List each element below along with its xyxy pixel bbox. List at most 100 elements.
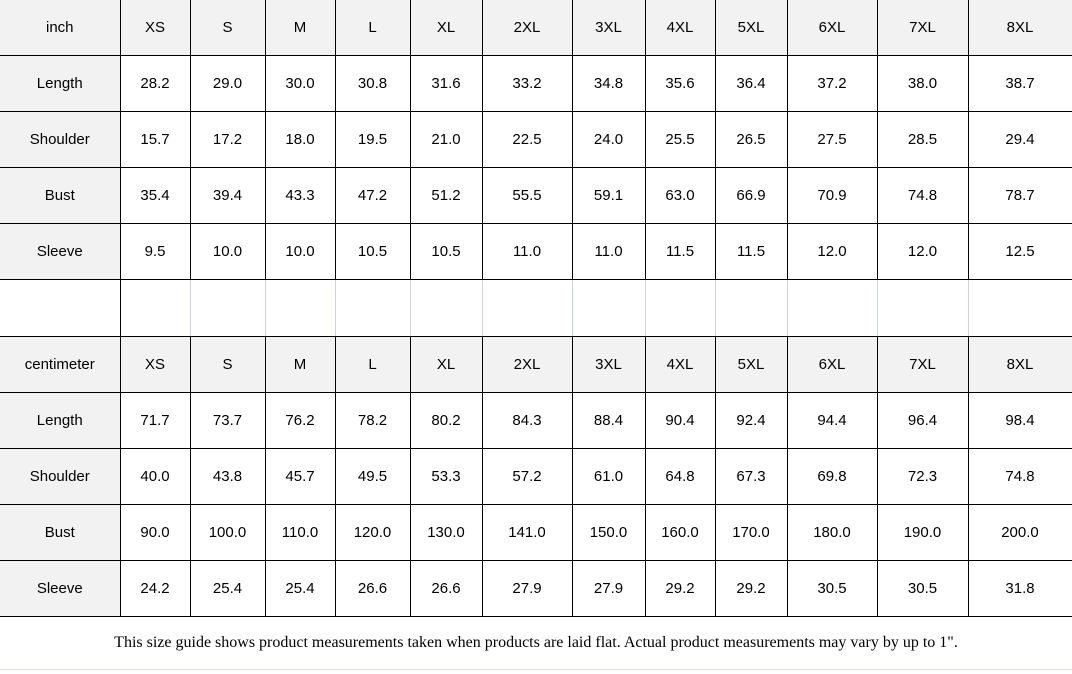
measurement-cell: 94.4 — [786, 392, 878, 449]
size-column-header: 5XL — [714, 336, 788, 393]
measurement-cell: 80.2 — [409, 392, 483, 449]
measurement-cell: 67.3 — [714, 448, 788, 505]
measurement-cell: 180.0 — [786, 504, 878, 561]
measurement-cell: 18.0 — [264, 111, 336, 168]
size-column-header: S — [189, 336, 266, 393]
row-label: Bust — [0, 167, 121, 224]
measurement-cell: 61.0 — [571, 448, 646, 505]
size-column-header: 6XL — [786, 0, 878, 56]
measurement-cell: 59.1 — [571, 167, 646, 224]
measurement-cell: 26.6 — [409, 560, 483, 617]
measurement-cell: 150.0 — [571, 504, 646, 561]
row-label: Length — [0, 392, 121, 449]
unit-header-row: inch XS S M L XL 2XL 3XL 4XL 5XL 6XL 7XL 8XL — [0, 0, 1072, 56]
size-guide-table: inch XS S M L XL 2XL 3XL 4XL 5XL 6XL 7XL 8XL Length 28… — [0, 0, 1072, 617]
measurement-cell: 17.2 — [189, 111, 266, 168]
measurement-cell: 200.0 — [967, 504, 1072, 561]
size-column-header: 8XL — [967, 336, 1072, 393]
size-column-header: 3XL — [571, 336, 646, 393]
measurement-cell: 9.5 — [119, 223, 191, 280]
measurement-cell: 100.0 — [189, 504, 266, 561]
measurement-cell: 30.5 — [786, 560, 878, 617]
measurement-cell: 10.5 — [334, 223, 411, 280]
size-column-header: 2XL — [481, 336, 573, 393]
measurement-cell: 34.8 — [571, 55, 646, 112]
measurement-cell: 64.8 — [644, 448, 716, 505]
measurement-cell: 72.3 — [876, 448, 969, 505]
measurement-cell: 19.5 — [334, 111, 411, 168]
measurement-cell: 74.8 — [967, 448, 1072, 505]
spacer-cell — [876, 279, 969, 337]
measurement-cell: 40.0 — [119, 448, 191, 505]
size-column-header: XS — [119, 336, 191, 393]
measurement-row: Shoulder 40.0 43.8 45.7 49.5 53.3 57.2 61.0 64.8… — [0, 448, 1072, 505]
spacer-cell — [409, 279, 483, 337]
spacer-cell — [481, 279, 573, 337]
measurement-cell: 24.0 — [571, 111, 646, 168]
spacer-cell — [264, 279, 336, 337]
footer-note-text: This size guide shows product measuremen… — [114, 634, 958, 651]
measurement-cell: 190.0 — [876, 504, 969, 561]
unit-label: inch — [0, 0, 121, 56]
size-column-header: 6XL — [786, 336, 878, 393]
measurement-cell: 96.4 — [876, 392, 969, 449]
spacer-cell — [334, 279, 411, 337]
measurement-row: Length 28.2 29.0 30.0 30.8 31.6 33.2 34.8 35.6 36… — [0, 55, 1072, 112]
measurement-cell: 76.2 — [264, 392, 336, 449]
measurement-cell: 51.2 — [409, 167, 483, 224]
measurement-cell: 10.5 — [409, 223, 483, 280]
measurement-cell: 38.7 — [967, 55, 1072, 112]
row-label: Shoulder — [0, 111, 121, 168]
size-column-header: XL — [409, 336, 483, 393]
measurement-cell: 25.4 — [264, 560, 336, 617]
row-label: Sleeve — [0, 560, 121, 617]
measurement-cell: 55.5 — [481, 167, 573, 224]
measurement-cell: 25.4 — [189, 560, 266, 617]
measurement-cell: 10.0 — [189, 223, 266, 280]
footer-note: This size guide shows product measuremen… — [0, 617, 1072, 670]
measurement-cell: 36.4 — [714, 55, 788, 112]
measurement-cell: 110.0 — [264, 504, 336, 561]
measurement-cell: 43.3 — [264, 167, 336, 224]
row-label: Length — [0, 55, 121, 112]
measurement-cell: 27.5 — [786, 111, 878, 168]
measurement-cell: 11.5 — [644, 223, 716, 280]
measurement-cell: 141.0 — [481, 504, 573, 561]
measurement-cell: 71.7 — [119, 392, 191, 449]
measurement-cell: 66.9 — [714, 167, 788, 224]
measurement-cell: 12.5 — [967, 223, 1072, 280]
measurement-cell: 27.9 — [481, 560, 573, 617]
measurement-cell: 43.8 — [189, 448, 266, 505]
measurement-cell: 11.0 — [571, 223, 646, 280]
measurement-cell: 78.7 — [967, 167, 1072, 224]
measurement-cell: 12.0 — [786, 223, 878, 280]
size-column-header: 2XL — [481, 0, 573, 56]
measurement-cell: 31.8 — [967, 560, 1072, 617]
size-column-header: M — [264, 0, 336, 56]
measurement-cell: 28.2 — [119, 55, 191, 112]
measurement-cell: 37.2 — [786, 55, 878, 112]
unit-header-row: centimeter XS S M L XL 2XL 3XL 4XL 5XL 6XL 7XL 8XL — [0, 336, 1072, 393]
spacer-cell — [119, 279, 191, 337]
spacer-cell — [786, 279, 878, 337]
spacer-cell — [967, 279, 1072, 337]
measurement-cell: 11.0 — [481, 223, 573, 280]
measurement-cell: 73.7 — [189, 392, 266, 449]
measurement-cell: 90.0 — [119, 504, 191, 561]
measurement-cell: 70.9 — [786, 167, 878, 224]
measurement-cell: 35.4 — [119, 167, 191, 224]
spacer-cell — [571, 279, 646, 337]
size-column-header: XL — [409, 0, 483, 56]
size-column-header: L — [334, 336, 411, 393]
measurement-cell: 22.5 — [481, 111, 573, 168]
measurement-row: Sleeve 9.5 10.0 10.0 10.5 10.5 11.0 11.0 11.5 11.… — [0, 223, 1072, 280]
measurement-row: Shoulder 15.7 17.2 18.0 19.5 21.0 22.5 24.0 25.5… — [0, 111, 1072, 168]
measurement-cell: 84.3 — [481, 392, 573, 449]
row-label: Sleeve — [0, 223, 121, 280]
measurement-cell: 25.5 — [644, 111, 716, 168]
measurement-cell: 39.4 — [189, 167, 266, 224]
spacer-cell — [189, 279, 266, 337]
size-column-header: 4XL — [644, 336, 716, 393]
spacer-row — [0, 279, 1072, 337]
